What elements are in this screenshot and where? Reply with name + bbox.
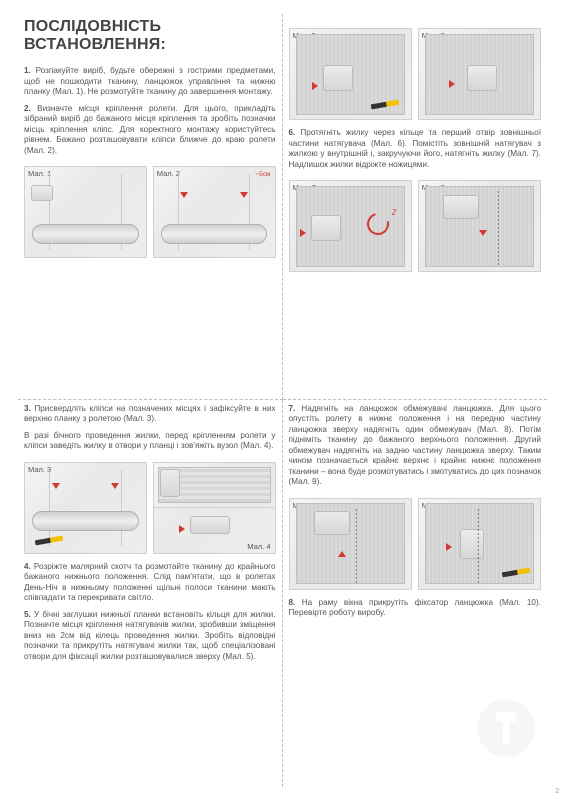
step-1: 1. Розпакуйте виріб, будьте обережні з г…	[24, 66, 276, 98]
step-3b: В разі бічного проведення жилки, перед к…	[24, 431, 276, 452]
head-mechanism	[443, 195, 479, 219]
guide-line	[49, 470, 50, 546]
figure-1: Мал. 1	[24, 166, 147, 258]
figure-6: Мал. 6	[418, 28, 541, 120]
roller-tube	[161, 224, 267, 244]
step-3-text: Присвердліть кліпси на позначених місцях…	[24, 404, 276, 424]
tensioner	[467, 65, 497, 91]
arrow-icon	[52, 483, 60, 489]
chain	[355, 508, 357, 584]
arrow-icon	[479, 230, 487, 236]
step-6-num: 6.	[289, 128, 296, 137]
arrow-icon	[111, 483, 119, 489]
step-5-num: 5.	[24, 610, 31, 619]
figure-2: Мал. 2 ~5см	[153, 166, 276, 258]
step-3b-text: В разі бічного проведення жилки, перед к…	[24, 431, 276, 451]
step-7-num: 7.	[289, 404, 296, 413]
step-3-num: 3.	[24, 404, 31, 413]
step-6-text: Протягніть жилку через кільце та перший …	[289, 128, 542, 169]
bottom-bar-end	[190, 516, 230, 534]
step-1-text: Розпакуйте виріб, будьте обережні з гост…	[24, 66, 276, 96]
figure-4-top	[154, 463, 275, 508]
head-mechanism	[314, 511, 350, 535]
fig-row-5-6: Мал. 5 Мал. 6	[289, 28, 542, 120]
figure-4-label: Мал. 4	[247, 542, 270, 551]
roller-tube	[32, 511, 138, 531]
quadrant-bottom-left: 3. Присвердліть кліпси на позначених міс…	[18, 400, 283, 787]
figure-2-label: Мал. 2	[157, 169, 180, 178]
page-title: ПОСЛІДОВНІСТЬ ВСТАНОВЛЕННЯ:	[24, 18, 276, 54]
arrow-icon	[312, 82, 318, 90]
step-8-text: На раму вікна прикрутіть фіксатор ланцюж…	[289, 598, 542, 618]
page-number: 2	[555, 788, 559, 795]
step-8-num: 8.	[289, 598, 296, 607]
step-6: 6. Протягніть жилку через кільце та перш…	[289, 128, 542, 170]
figure-9: Мал. 9	[289, 498, 412, 590]
step-5: 5. У бічні заглушки нижньої планки встан…	[24, 610, 276, 663]
fig-row-3-4: Мал. 3 Мал. 4	[24, 462, 276, 554]
chain	[477, 508, 479, 584]
fig-row-1-2: Мал. 1 Мал. 2 ~5см	[24, 166, 276, 258]
roller-tube	[32, 224, 138, 244]
ring-number: 2	[392, 208, 396, 217]
quadrant-top-right: Мал. 5 Мал. 6 6. Протягніть жилку через …	[283, 14, 548, 400]
arrow-icon	[446, 543, 452, 551]
step-4-num: 4.	[24, 562, 31, 571]
step-2: 2. Визначте місця кріплення ролети. Для …	[24, 104, 276, 157]
fig-row-7-8: Мал. 7 2 Мал. 8	[289, 180, 542, 272]
page-grid: ПОСЛІДОВНІСТЬ ВСТАНОВЛЕННЯ: 1. Розпакуйт…	[0, 0, 565, 799]
arrow-icon	[180, 192, 188, 198]
figure-4: Мал. 4	[153, 462, 276, 554]
parts-pile	[31, 185, 53, 201]
arrow-icon	[449, 80, 455, 88]
figure-5: Мал. 5	[289, 28, 412, 120]
chain-holder	[460, 529, 484, 559]
step-5-text: У бічні заглушки нижньої планки встанові…	[24, 610, 276, 661]
quadrant-top-left: ПОСЛІДОВНІСТЬ ВСТАНОВЛЕННЯ: 1. Розпакуйт…	[18, 14, 283, 400]
figure-10: Мал. 10	[418, 498, 541, 590]
figure-1-label: Мал. 1	[28, 169, 51, 178]
head-mechanism	[160, 469, 180, 497]
fabric	[425, 186, 534, 267]
figure-2-dimension: ~5см	[255, 171, 270, 178]
fig-row-9-10: Мал. 9 Мал. 10	[289, 498, 542, 590]
quadrant-bottom-right: 7. Надягніть на ланцюжок обмежувачі ланц…	[283, 400, 548, 787]
step-4-text: Розріжте малярний скотч та розмотайте тк…	[24, 562, 276, 603]
arrow-icon	[338, 551, 346, 557]
tensioner	[311, 215, 341, 241]
step-8: 8. На раму вікна прикрутіть фіксатор лан…	[289, 598, 542, 619]
figure-4-bottom: Мал. 4	[154, 507, 275, 553]
fabric	[296, 503, 405, 584]
step-2-num: 2.	[24, 104, 31, 113]
step-7-text: Надягніть на ланцюжок обмежувачі ланцюжк…	[289, 404, 542, 487]
figure-3: Мал. 3	[24, 462, 147, 554]
arrow-icon	[300, 229, 306, 237]
figure-3-label: Мал. 3	[28, 465, 51, 474]
step-4: 4. Розріжте малярний скотч та розмотайте…	[24, 562, 276, 604]
step-3: 3. Присвердліть кліпси на позначених міс…	[24, 404, 276, 425]
step-1-num: 1.	[24, 66, 31, 75]
tensioner	[323, 65, 353, 91]
arrow-icon	[240, 192, 248, 198]
guide-line	[121, 470, 122, 546]
figure-7: Мал. 7 2	[289, 180, 412, 272]
chain	[497, 190, 499, 266]
step-7: 7. Надягніть на ланцюжок обмежувачі ланц…	[289, 404, 542, 488]
arrow-icon	[179, 525, 185, 533]
step-2-text: Визначте місця кріплення ролети. Для цьо…	[24, 104, 276, 155]
figure-8: Мал. 8	[418, 180, 541, 272]
